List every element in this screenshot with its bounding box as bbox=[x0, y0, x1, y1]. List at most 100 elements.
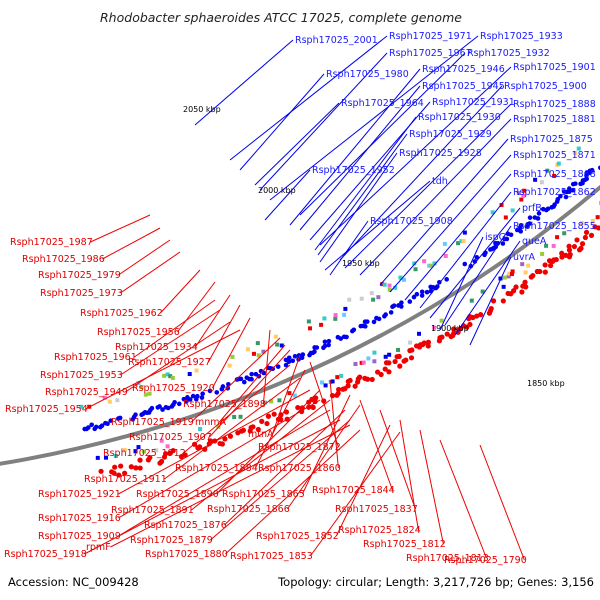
leader-line bbox=[183, 364, 291, 454]
gene-label: Rsph17025_1918 bbox=[4, 549, 87, 560]
feature-mark bbox=[326, 338, 332, 344]
feature-mark bbox=[344, 334, 349, 340]
leader-line bbox=[319, 66, 512, 246]
feature-mark bbox=[378, 371, 384, 378]
leader-line bbox=[299, 85, 421, 231]
feature-mark bbox=[190, 393, 196, 399]
feature-mark bbox=[86, 425, 91, 430]
feature-mark bbox=[590, 218, 595, 223]
feature-mark bbox=[362, 324, 368, 329]
leader-line bbox=[207, 304, 241, 363]
feature-mark bbox=[313, 395, 319, 401]
feature-mark bbox=[391, 303, 397, 308]
gene-label: mnmA bbox=[195, 417, 227, 428]
feature-mark bbox=[519, 197, 524, 202]
gene-label: Rsph17025_1890 bbox=[136, 489, 219, 500]
feature-mark bbox=[408, 355, 415, 361]
feature-mark bbox=[551, 243, 556, 248]
leader-line bbox=[118, 399, 321, 519]
leader-line bbox=[259, 52, 388, 191]
gene-label: uvrA bbox=[513, 252, 536, 263]
gene-label: Rsph17025_1946 bbox=[422, 64, 505, 75]
gene-label: Rsph17025_1866 bbox=[207, 504, 290, 515]
feature-mark bbox=[380, 282, 385, 287]
feature-mark bbox=[407, 299, 413, 304]
feature-mark bbox=[147, 454, 153, 461]
feature-mark bbox=[443, 253, 448, 258]
feature-mark bbox=[504, 236, 510, 242]
feature-mark bbox=[382, 366, 388, 372]
feature-mark bbox=[286, 359, 292, 365]
label-leader-lines bbox=[84, 35, 525, 561]
gene-label: Rsph17025_1872 bbox=[258, 442, 341, 453]
feature-mark bbox=[516, 191, 521, 196]
feature-mark bbox=[388, 310, 394, 315]
feature-mark bbox=[283, 409, 290, 415]
feature-mark bbox=[444, 277, 449, 282]
feature-mark bbox=[207, 438, 214, 444]
feature-mark bbox=[397, 363, 403, 369]
feature-mark bbox=[165, 405, 171, 411]
feature-mark bbox=[442, 241, 447, 246]
feature-mark bbox=[261, 349, 266, 354]
feature-mark bbox=[160, 407, 165, 412]
gene-label: tdh bbox=[432, 176, 448, 187]
feature-mark bbox=[307, 326, 312, 331]
gene-label: Rsph17025_1928 bbox=[399, 148, 482, 159]
gene-label: Rsph17025_1952 bbox=[312, 165, 395, 176]
leader-line bbox=[301, 394, 351, 495]
feature-mark bbox=[579, 241, 586, 247]
leader-line bbox=[404, 173, 512, 301]
topology-text: Topology: circular; Length: 3,217,726 bp… bbox=[277, 575, 594, 589]
gene-label: Rsph17025_1837 bbox=[335, 504, 418, 515]
feature-mark bbox=[386, 360, 392, 366]
feature-mark bbox=[544, 243, 549, 248]
feature-mark bbox=[220, 384, 226, 389]
feature-mark bbox=[514, 227, 520, 233]
feature-mark bbox=[413, 267, 418, 272]
feature-mark bbox=[292, 354, 298, 359]
feature-mark bbox=[143, 392, 148, 397]
feature-mark bbox=[474, 254, 480, 260]
feature-mark bbox=[427, 263, 432, 268]
feature-mark bbox=[462, 230, 467, 235]
feature-mark bbox=[347, 297, 352, 302]
gene-label: Rsph17025_1945 bbox=[422, 81, 505, 92]
feature-mark bbox=[259, 418, 265, 424]
leader-line bbox=[339, 85, 503, 261]
feature-mark bbox=[526, 263, 531, 268]
gene-label: Rsph17025_1933 bbox=[480, 31, 563, 42]
feature-mark bbox=[194, 368, 199, 373]
leader-line bbox=[177, 281, 216, 333]
feature-mark bbox=[478, 312, 484, 318]
gene-label: Rsph17025_1862 bbox=[513, 187, 596, 198]
feature-mark bbox=[547, 262, 554, 269]
gene-label: Rsph17025_1884 bbox=[175, 463, 258, 474]
feature-mark bbox=[79, 404, 84, 409]
feature-mark bbox=[227, 433, 234, 439]
feature-mark bbox=[232, 414, 237, 419]
gene-label: Rsph17025_1967 bbox=[389, 48, 472, 59]
feature-mark bbox=[306, 319, 311, 324]
feature-mark bbox=[398, 275, 403, 280]
feature-mark bbox=[128, 464, 134, 470]
gene-label: Rsph17025_1865 bbox=[222, 489, 305, 500]
feature-mark bbox=[333, 313, 338, 318]
feature-mark bbox=[401, 277, 406, 282]
feature-mark bbox=[387, 283, 392, 288]
feature-mark bbox=[572, 150, 577, 155]
feature-mark bbox=[108, 418, 114, 423]
feature-mark bbox=[184, 398, 189, 404]
leader-line bbox=[264, 169, 311, 221]
feature-mark bbox=[263, 400, 268, 405]
gene-label: Rsph17025_1911 bbox=[84, 474, 167, 485]
leader-line bbox=[399, 419, 419, 531]
feature-mark bbox=[241, 379, 247, 385]
feature-mark bbox=[115, 398, 120, 403]
gene-label: Rsph17025_1844 bbox=[312, 485, 395, 496]
tick-label: 1950 kbp bbox=[342, 259, 380, 268]
feature-mark bbox=[467, 321, 473, 328]
gene-label: Rsph17025_1964 bbox=[341, 98, 424, 109]
gene-label: Rsph17025_1932 bbox=[467, 48, 550, 59]
feature-mark bbox=[520, 262, 525, 267]
